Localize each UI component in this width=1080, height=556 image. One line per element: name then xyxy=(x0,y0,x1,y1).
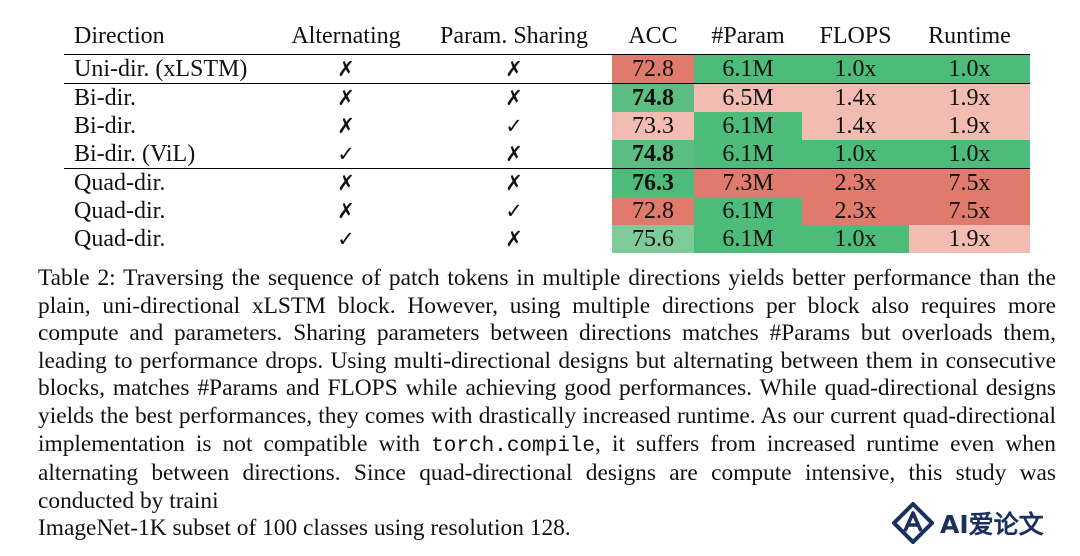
header-flops: FLOPS xyxy=(802,18,909,55)
header-direction: Direction xyxy=(64,18,276,55)
cell-param-sharing: ✗ xyxy=(416,54,612,84)
diamond-a-logo-icon xyxy=(892,502,934,544)
table-caption: Table 2: Traversing the sequence of patc… xyxy=(38,265,1056,543)
cell-direction: Quad-dir. xyxy=(74,226,166,252)
cell-param-sharing: ✓ xyxy=(505,114,523,138)
cell-param: 6.1M xyxy=(694,197,802,225)
cell-param-sharing: ✗ xyxy=(505,227,523,251)
cell-alternating: ✗ xyxy=(276,54,416,84)
header-alternating: Alternating xyxy=(276,18,416,55)
results-table-container: Direction Alternating Param. Sharing ACC… xyxy=(64,18,1030,253)
cell-runtime: 1.9x xyxy=(909,83,1030,112)
header-acc: ACC xyxy=(612,18,694,55)
cell-direction: Bi-dir. xyxy=(74,85,137,111)
cell-runtime: 1.0x xyxy=(909,140,1030,169)
cell-direction: Bi-dir. (ViL) xyxy=(64,140,276,169)
cell-acc: 74.8 xyxy=(612,140,694,169)
cell-flops: 1.0x xyxy=(802,54,909,84)
cell-acc: 72.8 xyxy=(612,54,694,84)
table-row: Quad-dir. ✓ ✗ 75.6 6.1M 1.0x 1.9x xyxy=(64,225,1030,253)
cell-param-sharing: ✗ xyxy=(416,140,612,169)
cell-direction: Uni-dir. (xLSTM) xyxy=(64,54,276,84)
table-row: Bi-dir. ✗ ✓ 73.3 6.1M 1.4x 1.9x xyxy=(64,112,1030,140)
cell-param: 6.1M xyxy=(694,112,802,140)
table-row: Bi-dir. (ViL) ✓ ✗ 74.8 6.1M 1.0x 1.0x xyxy=(64,140,1030,169)
table-header-row: Direction Alternating Param. Sharing ACC… xyxy=(64,18,1030,55)
cell-direction: Quad-dir. xyxy=(74,198,166,224)
cell-runtime: 1.9x xyxy=(909,225,1030,253)
table-row: Quad-dir. ✗ ✗ 76.3 7.3M 2.3x 7.5x xyxy=(64,168,1030,197)
cell-acc: 75.6 xyxy=(612,225,694,253)
header-runtime: Runtime xyxy=(909,18,1030,55)
header-param: #Param xyxy=(694,18,802,55)
cell-runtime: 1.9x xyxy=(909,112,1030,140)
cell-param-sharing: ✓ xyxy=(505,199,523,223)
caption-code: torch.compile xyxy=(431,434,596,458)
cell-runtime: 1.0x xyxy=(909,54,1030,84)
cell-alternating: ✗ xyxy=(337,86,355,110)
table-body: Uni-dir. (xLSTM) ✗ ✗ 72.8 6.1M 1.0x 1.0x Bi-dir… xyxy=(64,54,1030,253)
caption-text-2: , it suffers from increased runtime even… xyxy=(38,430,1056,514)
cell-flops: 1.4x xyxy=(802,112,909,140)
cell-param: 6.5M xyxy=(694,83,802,112)
cell-acc: 72.8 xyxy=(612,197,694,225)
cell-alternating: ✓ xyxy=(337,227,355,251)
header-param-sharing: Param. Sharing xyxy=(416,18,612,55)
cell-param: 6.1M xyxy=(694,225,802,253)
cell-alternating: ✗ xyxy=(337,114,355,138)
cell-direction: Quad-dir. xyxy=(74,170,166,196)
cell-acc: 73.3 xyxy=(612,112,694,140)
cell-param: 6.1M xyxy=(694,140,802,169)
watermark-text: AI爱论文 xyxy=(940,510,1044,539)
table-row: Quad-dir. ✗ ✓ 72.8 6.1M 2.3x 7.5x xyxy=(64,197,1030,225)
cell-runtime: 7.5x xyxy=(909,197,1030,225)
cell-param-sharing: ✗ xyxy=(505,86,523,110)
watermark: AI爱论文 xyxy=(880,496,1080,550)
cell-flops: 2.3x xyxy=(802,168,909,197)
table-row: Uni-dir. (xLSTM) ✗ ✗ 72.8 6.1M 1.0x 1.0x xyxy=(64,54,1030,84)
cell-runtime: 7.5x xyxy=(909,168,1030,197)
cell-flops: 1.0x xyxy=(802,225,909,253)
cell-alternating: ✗ xyxy=(337,199,355,223)
cell-alternating: ✓ xyxy=(276,140,416,169)
caption-text-3: ImageNet-1K subset of 100 classes using … xyxy=(38,515,571,542)
cell-direction: Bi-dir. xyxy=(74,113,137,139)
cell-param: 6.1M xyxy=(694,54,802,84)
cell-acc: 74.8 xyxy=(612,83,694,112)
cell-acc: 76.3 xyxy=(612,168,694,197)
cell-flops: 1.4x xyxy=(802,83,909,112)
table-row: Bi-dir. ✗ ✗ 74.8 6.5M 1.4x 1.9x xyxy=(64,83,1030,112)
cell-param: 7.3M xyxy=(694,168,802,197)
cell-flops: 1.0x xyxy=(802,140,909,169)
cell-param-sharing: ✗ xyxy=(505,171,523,195)
cell-flops: 2.3x xyxy=(802,197,909,225)
results-table: Direction Alternating Param. Sharing ACC… xyxy=(64,18,1030,253)
cell-alternating: ✗ xyxy=(337,171,355,195)
caption-text-1: Table 2: Traversing the sequence of patc… xyxy=(38,265,1056,457)
